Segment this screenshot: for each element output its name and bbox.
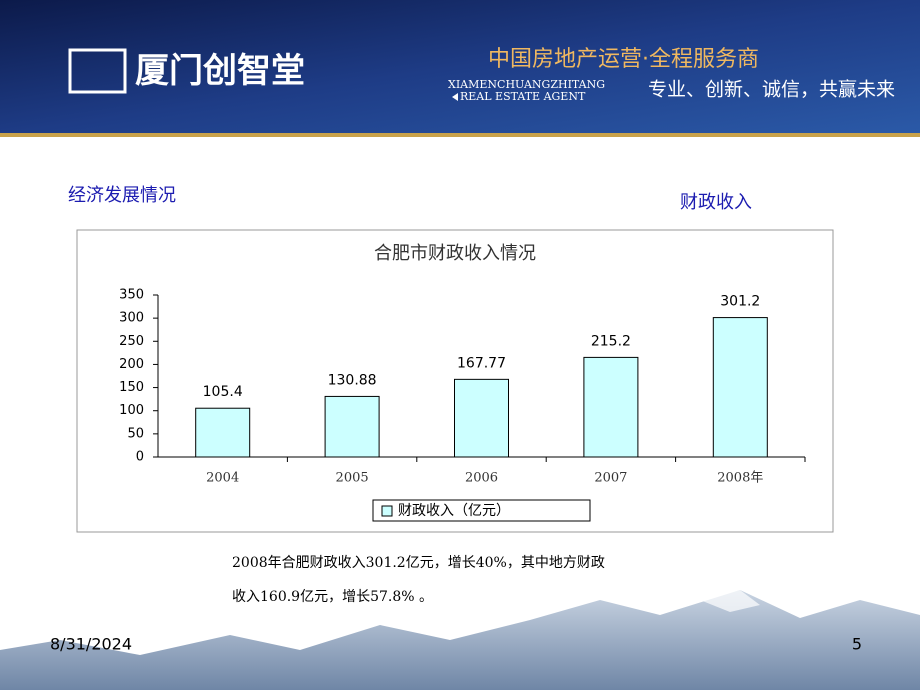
chart-title: 合肥市财政收入情况	[374, 243, 536, 264]
note-line: 收入160.9亿元，增长57.8% 。	[232, 589, 433, 605]
header-line	[0, 133, 920, 137]
footer-page: 5	[852, 635, 862, 654]
data-label: 105.4	[203, 384, 243, 400]
y-tick-label: 350	[119, 288, 144, 303]
x-tick-label: 2004	[206, 471, 239, 486]
data-label: 130.88	[328, 372, 377, 388]
bar	[324, 395, 380, 458]
y-tick-label: 100	[119, 403, 144, 418]
english-name: XIAMENCHUANGZHITANG	[448, 78, 605, 91]
mountain-bg	[0, 590, 920, 690]
logo-icon	[68, 48, 127, 94]
data-label: 167.77	[457, 355, 506, 371]
x-tick-label: 2006	[465, 471, 498, 486]
y-tick-label: 0	[136, 450, 144, 465]
footer-date: 8/31/2024	[50, 635, 132, 654]
data-label: 215.2	[591, 333, 631, 349]
legend-box	[372, 499, 591, 522]
y-tick-label: 50	[127, 426, 144, 441]
slogan: 中国房地产运营·全程服务商	[488, 47, 759, 72]
bar	[583, 356, 639, 458]
subsection-title: 财政收入	[680, 192, 752, 213]
snow	[700, 590, 760, 612]
section-title: 经济发展情况	[68, 185, 176, 206]
y-tick-label: 300	[119, 311, 144, 326]
logo-text: 厦门创智堂	[135, 51, 305, 91]
arrow-icon	[452, 93, 458, 101]
motto: 专业、创新、诚信，共赢未来	[648, 79, 895, 101]
x-tick-label: 2005	[336, 471, 369, 486]
english-subtitle: REAL ESTATE AGENT	[460, 90, 586, 103]
data-label: 301.2	[720, 294, 760, 310]
legend-label: 财政收入（亿元）	[398, 503, 510, 519]
header-bg	[0, 0, 920, 135]
y-tick-label: 250	[119, 334, 144, 349]
x-tick-label: 2008年	[717, 471, 763, 486]
note-line: 2008年合肥财政收入301.2亿元，增长40%，其中地方财政	[232, 555, 605, 571]
legend-swatch	[381, 505, 393, 517]
x-tick-label: 2007	[594, 471, 627, 486]
y-tick-label: 200	[119, 357, 144, 372]
y-tick-label: 150	[119, 380, 144, 395]
bar	[195, 407, 251, 458]
bar	[712, 317, 768, 458]
bar	[454, 378, 509, 458]
